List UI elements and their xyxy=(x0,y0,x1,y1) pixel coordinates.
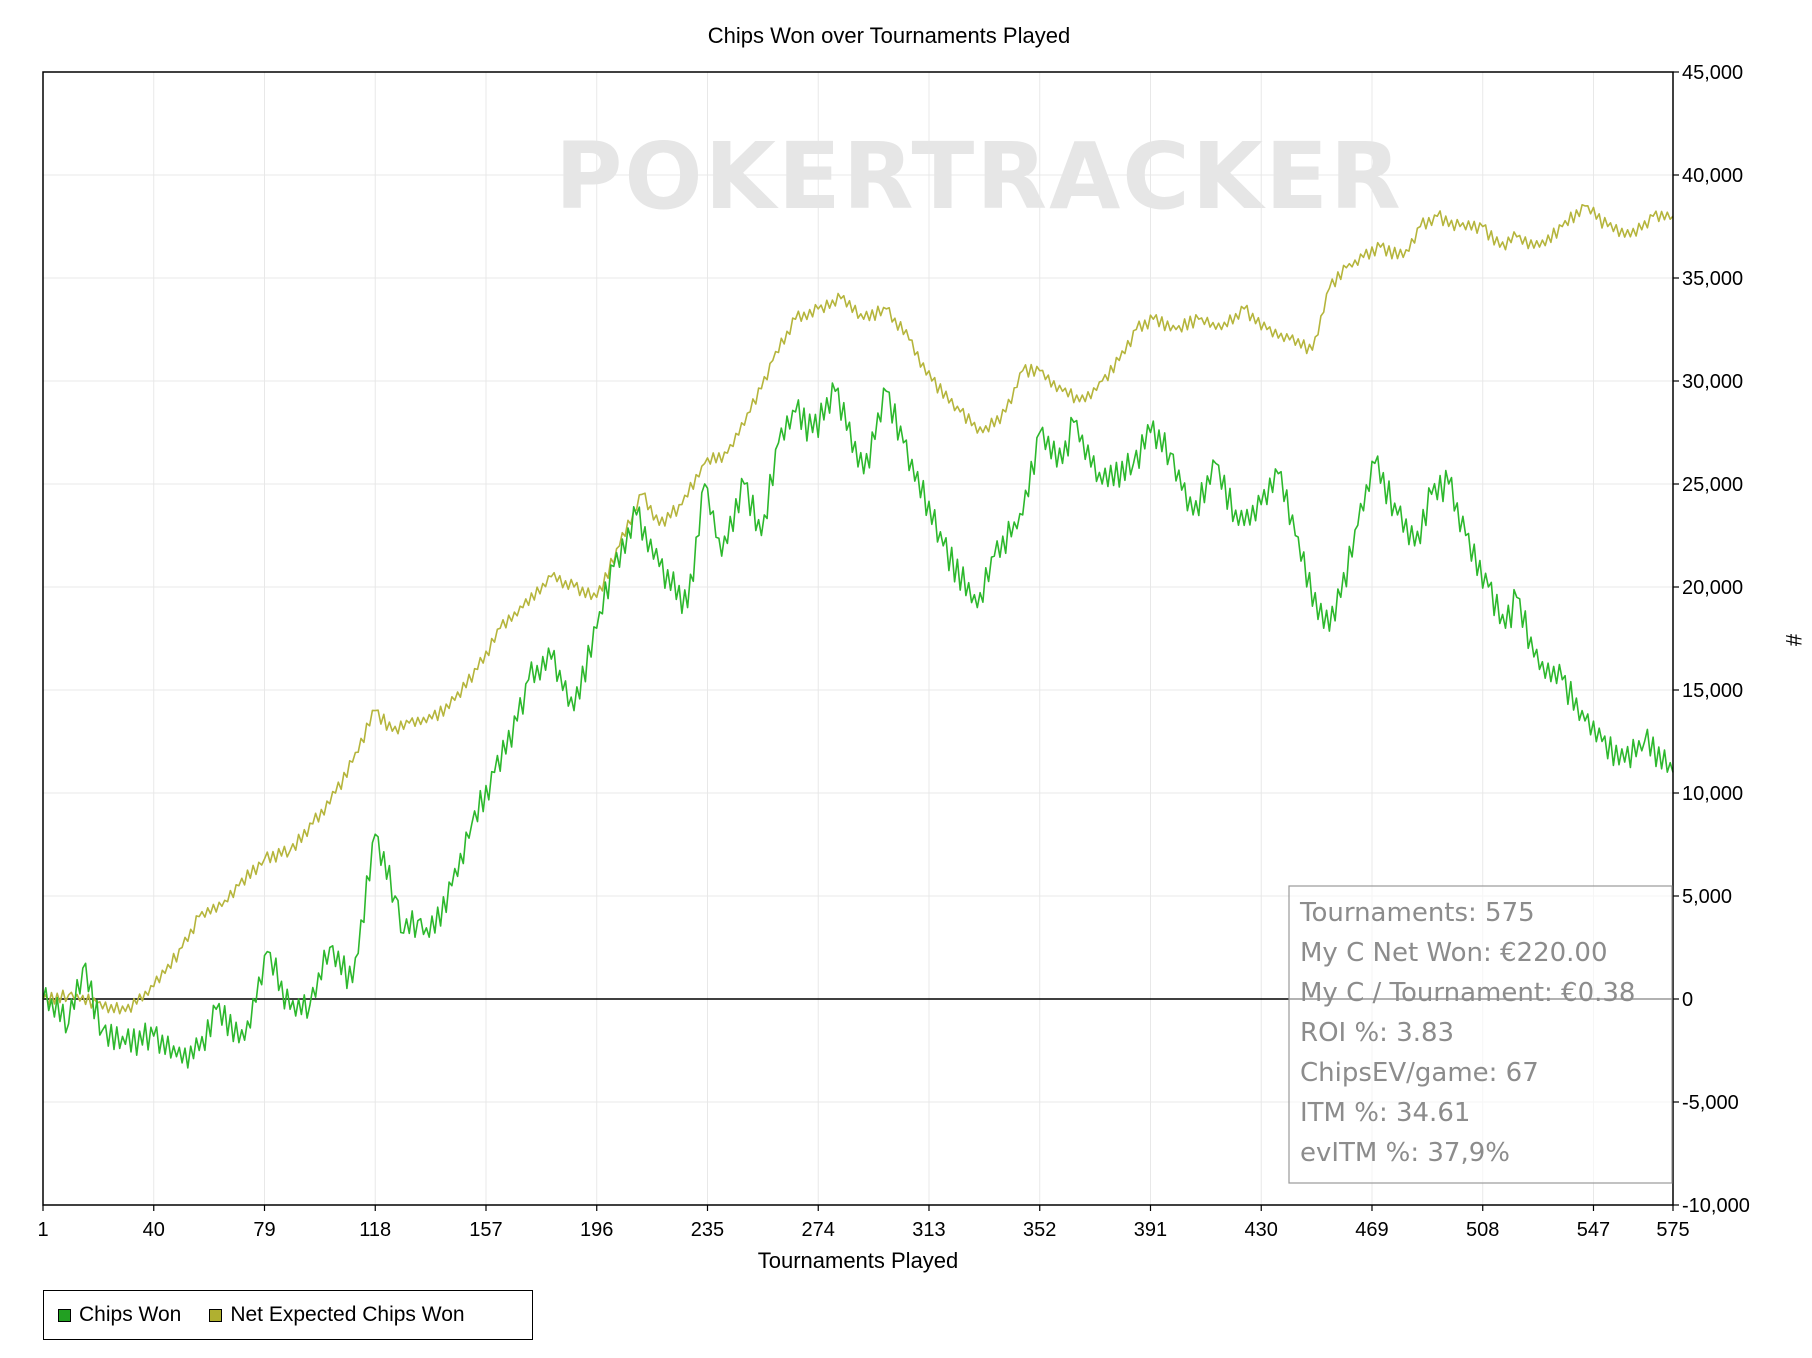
series-lines xyxy=(42,204,1674,1069)
svg-text:POKERTRACKER: POKERTRACKER xyxy=(555,123,1403,230)
y-tick-label: -10,000 xyxy=(1682,1195,1750,1217)
watermark: POKERTRACKER xyxy=(555,123,1403,230)
legend: Chips Won Net Expected Chips Won xyxy=(43,1290,533,1340)
y-tick-label: 30,000 xyxy=(1682,371,1743,393)
stats-chipsev: ChipsEV/game: 67 xyxy=(1300,1058,1539,1088)
y-tick-label: 10,000 xyxy=(1682,783,1743,805)
x-axis: 1 40 79 118 157 196 235 274 313 352 391 430 469 508 54… xyxy=(37,1205,1690,1241)
stats-box: Tournaments: 575 My C Net Won: €220.00 M… xyxy=(1288,885,1673,1184)
stats-roi: ROI %: 3.83 xyxy=(1300,1018,1454,1048)
x-tick-label: 575 xyxy=(1656,1219,1689,1241)
stats-evitm: evITM %: 37,9% xyxy=(1300,1138,1510,1168)
x-tick-label: 430 xyxy=(1245,1219,1278,1241)
legend-item-net-expected[interactable]: Net Expected Chips Won xyxy=(209,1303,465,1327)
y-axis-title: # xyxy=(1781,634,1806,647)
y-tick-label: 40,000 xyxy=(1682,165,1743,187)
legend-swatch-chips-won xyxy=(58,1308,71,1322)
stats-box-frame xyxy=(1288,885,1673,1184)
y-tick-label: 20,000 xyxy=(1682,577,1743,599)
x-tick-label: 79 xyxy=(253,1219,275,1241)
stats-tournaments: Tournaments: 575 xyxy=(1299,898,1535,928)
x-tick-label: 274 xyxy=(802,1219,835,1241)
legend-label: Chips Won xyxy=(79,1303,182,1326)
series-line-chips-won xyxy=(42,382,1674,1069)
x-tick-label: 391 xyxy=(1134,1219,1167,1241)
plot-frame xyxy=(42,71,1674,1206)
y-tick-label: -5,000 xyxy=(1682,1092,1739,1114)
y-tick-label: 15,000 xyxy=(1682,680,1743,702)
x-tick-label: 313 xyxy=(912,1219,945,1241)
y-tick-label: 25,000 xyxy=(1682,474,1743,496)
legend-swatch-net-expected xyxy=(209,1308,223,1322)
x-tick-label: 118 xyxy=(359,1219,391,1241)
y-axis: -10,000 -5,000 0 5,000 10,000 15,000 20,000 25,… xyxy=(1673,62,1750,1217)
series-line-net-expected-chips-won xyxy=(42,204,1674,1015)
chart-title: Chips Won over Tournaments Played xyxy=(708,23,1070,48)
stats-per-tournament: My C / Tournament: €0.38 xyxy=(1300,978,1635,1008)
stats-net-won: My C Net Won: €220.00 xyxy=(1300,938,1608,968)
x-tick-label: 547 xyxy=(1577,1219,1610,1241)
y-tick-label: 0 xyxy=(1682,989,1693,1011)
y-tick-label: 5,000 xyxy=(1682,886,1732,908)
x-tick-label: 40 xyxy=(143,1219,165,1241)
x-tick-label: 157 xyxy=(469,1219,502,1241)
x-tick-label: 235 xyxy=(691,1219,724,1241)
x-axis-title: Tournaments Played xyxy=(758,1248,959,1273)
legend-label: Net Expected Chips Won xyxy=(230,1303,465,1326)
stats-itm: ITM %: 34.61 xyxy=(1300,1098,1470,1128)
x-tick-label: 196 xyxy=(580,1219,613,1241)
y-tick-label: 45,000 xyxy=(1682,62,1743,84)
x-tick-label: 352 xyxy=(1023,1219,1056,1241)
y-tick-label: 35,000 xyxy=(1682,268,1743,290)
x-tick-label: 508 xyxy=(1466,1219,1499,1241)
x-tick-label: 469 xyxy=(1355,1219,1388,1241)
x-tick-label: 1 xyxy=(37,1219,48,1241)
legend-item-chips-won[interactable]: Chips Won xyxy=(58,1303,181,1327)
